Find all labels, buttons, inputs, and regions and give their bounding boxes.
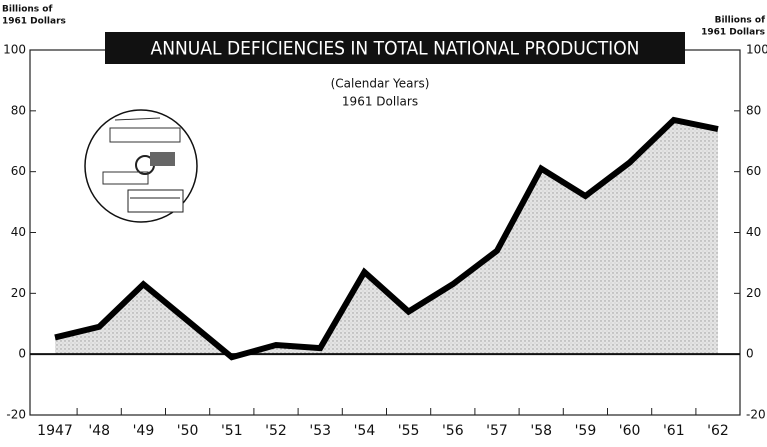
y-tick-label: 100 xyxy=(3,43,26,57)
y-tick-label: -20 xyxy=(6,408,26,422)
x-tick-label: '56 xyxy=(442,423,464,439)
subtitle: 1961 Dollars xyxy=(342,95,418,109)
x-tick-label: '53 xyxy=(309,423,331,439)
subtitle: (Calendar Years) xyxy=(331,77,430,91)
x-tick-label: '59 xyxy=(575,423,597,439)
y-label: 1961 Dollars xyxy=(2,17,66,27)
x-tick-label: '52 xyxy=(265,423,287,439)
illustration xyxy=(85,110,197,222)
x-tick-label: 1947 xyxy=(37,423,73,439)
x-tick-label: '58 xyxy=(530,423,552,439)
y2-tick-label: 0 xyxy=(746,347,754,361)
y2-tick-label: -20 xyxy=(746,408,766,422)
y2-tick-label: 60 xyxy=(746,164,761,178)
x-tick-label: '49 xyxy=(133,423,155,439)
y2-label: Billions of xyxy=(715,16,765,26)
x-tick-label: '62 xyxy=(707,423,729,439)
x-tick-label: '55 xyxy=(398,423,420,439)
y-tick-label: 40 xyxy=(11,225,26,239)
y-tick-label: 80 xyxy=(11,103,26,117)
y-tick-label: 20 xyxy=(11,286,26,300)
y-label: Billions of xyxy=(2,5,52,15)
y2-tick-label: 80 xyxy=(746,103,761,117)
y2-label: 1961 Dollars xyxy=(701,28,765,38)
y-tick-label: 60 xyxy=(11,164,26,178)
x-tick-label: '60 xyxy=(619,423,641,439)
x-tick-label: '57 xyxy=(486,423,508,439)
y-tick-label: 0 xyxy=(18,347,26,361)
x-tick-label: '61 xyxy=(663,423,685,439)
y2-tick-label: 20 xyxy=(746,286,761,300)
y2-tick-label: 40 xyxy=(746,225,761,239)
x-tick-label: '54 xyxy=(354,423,376,439)
x-tick-label: '48 xyxy=(88,423,110,439)
x-tick-label: '51 xyxy=(221,423,243,439)
x-tick-label: '50 xyxy=(177,423,199,439)
y2-tick-label: 100 xyxy=(746,43,767,57)
chart: ANNUAL DEFICIENCIES IN TOTAL NATIONAL PR… xyxy=(0,0,767,447)
chart-title: ANNUAL DEFICIENCIES IN TOTAL NATIONAL PR… xyxy=(151,38,640,60)
